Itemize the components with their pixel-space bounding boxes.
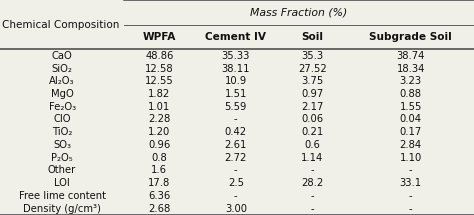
Text: -: - bbox=[409, 165, 412, 175]
Text: 3.75: 3.75 bbox=[301, 76, 323, 86]
Text: ClO: ClO bbox=[54, 115, 71, 124]
Text: 3.00: 3.00 bbox=[225, 204, 247, 214]
Text: 2.68: 2.68 bbox=[148, 204, 170, 214]
Text: Subgrade Soil: Subgrade Soil bbox=[369, 32, 452, 42]
Text: CaO: CaO bbox=[52, 51, 73, 61]
Text: 0.96: 0.96 bbox=[148, 140, 170, 150]
Text: 1.20: 1.20 bbox=[148, 127, 170, 137]
Text: 1.14: 1.14 bbox=[301, 153, 323, 163]
Text: LOI: LOI bbox=[54, 178, 70, 188]
Text: -: - bbox=[234, 191, 237, 201]
Text: 10.9: 10.9 bbox=[225, 76, 247, 86]
Text: 0.04: 0.04 bbox=[400, 115, 422, 124]
Text: 2.17: 2.17 bbox=[301, 102, 324, 112]
Text: 1.55: 1.55 bbox=[400, 102, 422, 112]
Text: 27.52: 27.52 bbox=[298, 64, 327, 74]
Text: 0.6: 0.6 bbox=[304, 140, 320, 150]
Text: -: - bbox=[409, 204, 412, 214]
Text: 3.23: 3.23 bbox=[400, 76, 422, 86]
Text: MgO: MgO bbox=[51, 89, 73, 99]
Text: 1.6: 1.6 bbox=[151, 165, 167, 175]
Text: Mass Fraction (%): Mass Fraction (%) bbox=[250, 7, 348, 17]
Text: 0.88: 0.88 bbox=[400, 89, 422, 99]
Text: 2.28: 2.28 bbox=[148, 115, 170, 124]
Text: 12.58: 12.58 bbox=[145, 64, 173, 74]
Text: Fe₂O₃: Fe₂O₃ bbox=[48, 102, 76, 112]
Text: Chemical Composition: Chemical Composition bbox=[2, 20, 120, 30]
Text: 38.11: 38.11 bbox=[221, 64, 250, 74]
Text: 6.36: 6.36 bbox=[148, 191, 170, 201]
Text: 2.5: 2.5 bbox=[228, 178, 244, 188]
Text: 0.97: 0.97 bbox=[301, 89, 323, 99]
Text: 17.8: 17.8 bbox=[148, 178, 170, 188]
Text: SiO₂: SiO₂ bbox=[52, 64, 73, 74]
Text: WPFA: WPFA bbox=[143, 32, 176, 42]
Text: -: - bbox=[310, 204, 314, 214]
Text: 1.82: 1.82 bbox=[148, 89, 170, 99]
Text: Al₂O₃: Al₂O₃ bbox=[49, 76, 75, 86]
Text: 2.61: 2.61 bbox=[225, 140, 247, 150]
Text: 0.06: 0.06 bbox=[301, 115, 323, 124]
Text: P₂O₅: P₂O₅ bbox=[51, 153, 73, 163]
Text: 38.74: 38.74 bbox=[397, 51, 425, 61]
Text: Density (g/cm³): Density (g/cm³) bbox=[23, 204, 101, 214]
Text: -: - bbox=[310, 165, 314, 175]
Text: 28.2: 28.2 bbox=[301, 178, 323, 188]
Text: 1.51: 1.51 bbox=[225, 89, 247, 99]
Text: 48.86: 48.86 bbox=[145, 51, 173, 61]
Text: 1.01: 1.01 bbox=[148, 102, 170, 112]
Text: 0.17: 0.17 bbox=[400, 127, 422, 137]
Text: -: - bbox=[310, 191, 314, 201]
Text: 35.33: 35.33 bbox=[222, 51, 250, 61]
Text: Soil: Soil bbox=[301, 32, 323, 42]
Text: -: - bbox=[409, 191, 412, 201]
Text: 33.1: 33.1 bbox=[400, 178, 422, 188]
Text: TiO₂: TiO₂ bbox=[52, 127, 72, 137]
Text: -: - bbox=[234, 115, 237, 124]
Text: Free lime content: Free lime content bbox=[18, 191, 106, 201]
Text: 12.55: 12.55 bbox=[145, 76, 173, 86]
Text: 35.3: 35.3 bbox=[301, 51, 323, 61]
Text: 0.21: 0.21 bbox=[301, 127, 323, 137]
Text: 1.10: 1.10 bbox=[400, 153, 422, 163]
Text: 5.59: 5.59 bbox=[225, 102, 247, 112]
Text: -: - bbox=[234, 165, 237, 175]
Text: Other: Other bbox=[48, 165, 76, 175]
Text: 18.34: 18.34 bbox=[397, 64, 425, 74]
Text: 0.8: 0.8 bbox=[151, 153, 167, 163]
Text: 2.84: 2.84 bbox=[400, 140, 422, 150]
Text: 0.42: 0.42 bbox=[225, 127, 247, 137]
Text: 2.72: 2.72 bbox=[225, 153, 247, 163]
Text: Cement IV: Cement IV bbox=[205, 32, 266, 42]
Text: SO₃: SO₃ bbox=[53, 140, 71, 150]
